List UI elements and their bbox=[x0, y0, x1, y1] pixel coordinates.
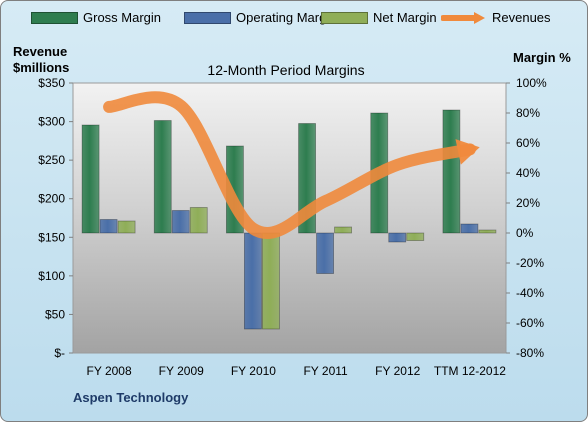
bar-net-margin bbox=[406, 232, 425, 241]
right-axis-tick-label: -80% bbox=[516, 346, 544, 360]
x-axis-tick-label: FY 2010 bbox=[231, 364, 276, 378]
left-axis-title: Revenue $millions bbox=[13, 44, 69, 76]
bar-net-margin bbox=[189, 207, 208, 234]
x-axis-tick-label: FY 2009 bbox=[159, 364, 204, 378]
company-name: Aspen Technology bbox=[73, 390, 189, 405]
legend-swatch-revenues bbox=[441, 11, 485, 24]
bar-operating-margin bbox=[171, 210, 190, 234]
legend-label-operating-margin: Operating Margin bbox=[236, 10, 337, 25]
right-axis-tick-label: -60% bbox=[516, 316, 544, 330]
left-axis-tick-label: $50 bbox=[45, 307, 65, 321]
right-axis-tick-label: -40% bbox=[516, 286, 544, 300]
legend-item-net-margin: Net Margin bbox=[321, 10, 437, 25]
left-axis-tick-label: $350 bbox=[38, 76, 65, 90]
left-axis-title-line1: Revenue bbox=[13, 44, 68, 59]
right-axis-tick-label: -20% bbox=[516, 256, 544, 270]
left-axis-tick-label: $250 bbox=[38, 153, 65, 167]
bar-operating-margin bbox=[316, 232, 334, 274]
bar-gross-margin bbox=[442, 109, 461, 234]
x-axis-tick-label: FY 2011 bbox=[303, 364, 348, 378]
bar-gross-margin bbox=[153, 120, 172, 234]
legend-swatch-net-margin bbox=[321, 11, 368, 24]
left-axis-tick-label: $200 bbox=[38, 192, 65, 206]
revenues-arrowhead bbox=[455, 139, 480, 165]
legend-label-gross-margin: Gross Margin bbox=[83, 10, 162, 25]
bar-operating-margin bbox=[244, 232, 262, 330]
bar-operating-margin bbox=[460, 223, 479, 234]
right-axis-tick-label: 0% bbox=[516, 226, 534, 240]
bar-net-margin bbox=[117, 220, 136, 234]
bar-gross-margin bbox=[81, 124, 100, 234]
right-axis-tick-label: 20% bbox=[516, 196, 540, 210]
left-axis-tick-label: $150 bbox=[38, 230, 65, 244]
left-axis-tick-label: $- bbox=[54, 346, 65, 360]
legend-label-revenues: Revenues bbox=[492, 10, 551, 25]
bar-operating-margin bbox=[388, 232, 407, 243]
x-axis-tick-label: TTM 12-2012 bbox=[434, 364, 506, 378]
legend-swatch-gross-margin bbox=[31, 11, 78, 24]
legend-item-operating-margin: Operating Margin bbox=[184, 10, 336, 25]
legend-swatch-operating-margin bbox=[184, 11, 231, 24]
legend-label-net-margin: Net Margin bbox=[373, 10, 437, 25]
right-axis-tick-label: 40% bbox=[516, 166, 540, 180]
left-axis-title-line2: $millions bbox=[13, 60, 70, 75]
chart-title: 12-Month Period Margins bbox=[207, 62, 365, 78]
bar-operating-margin bbox=[99, 219, 118, 234]
legend-item-revenues: Revenues bbox=[441, 10, 551, 25]
right-axis-tick-label: 60% bbox=[516, 136, 540, 150]
right-axis-title: Margin % bbox=[513, 50, 571, 65]
bar-net-margin bbox=[334, 226, 352, 234]
x-axis-tick-label: FY 2012 bbox=[375, 364, 420, 378]
revenues-line bbox=[103, 91, 476, 239]
bar-net-margin bbox=[478, 229, 497, 234]
legend-item-gross-margin: Gross Margin bbox=[31, 10, 161, 25]
bar-net-margin bbox=[262, 232, 280, 330]
right-axis-tick-label: 80% bbox=[516, 106, 540, 120]
right-axis-tick-label: 100% bbox=[516, 76, 547, 90]
x-axis-tick-label: FY 2008 bbox=[87, 364, 132, 378]
left-axis-tick-label: $300 bbox=[38, 115, 65, 129]
left-axis-tick-label: $100 bbox=[38, 269, 65, 283]
